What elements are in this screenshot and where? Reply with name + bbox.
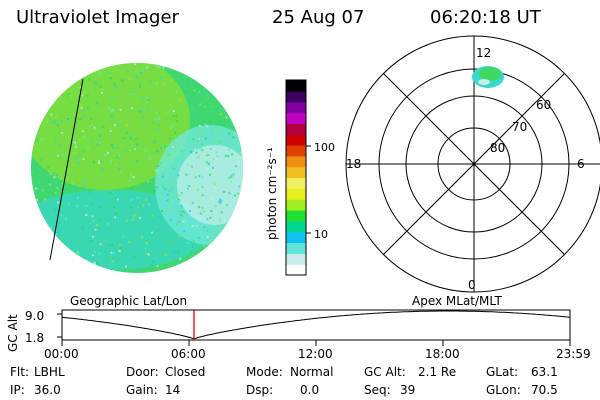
status-label: Mode:	[246, 365, 283, 379]
status-label: GLat:	[486, 365, 518, 379]
colorbar-segment	[286, 253, 306, 265]
colorbar-segment	[286, 145, 306, 157]
status-value: 70.5	[531, 383, 558, 397]
timeline-xtick: 23:59	[556, 347, 591, 361]
colorbar-segment	[286, 134, 306, 146]
status-panel: Flt: LBHL Door: Closed Mode: Normal GC A…	[10, 365, 558, 397]
altitude-curve	[62, 310, 570, 340]
colorbar-segment	[286, 199, 306, 211]
status-label: Seq:	[364, 383, 391, 397]
colorbar-segment	[286, 155, 306, 168]
colorbar-segment	[286, 188, 306, 200]
status-label: Door:	[126, 365, 159, 379]
timeline-ymax: 9.0	[25, 309, 44, 323]
colorbar-segment	[286, 101, 306, 114]
track-line	[49, 78, 84, 261]
colorbar-unit-label: photon cm⁻²s⁻¹	[265, 147, 279, 240]
status-label: GC Alt:	[364, 365, 406, 379]
status-value: Normal	[290, 365, 333, 379]
colorbar-segment	[286, 220, 306, 233]
status-value: LBHL	[34, 365, 65, 379]
mlt-label-6: 6	[577, 157, 585, 171]
mlt-label-0: 0	[468, 278, 476, 292]
auroral-blob	[472, 66, 504, 88]
colorbar-tick: 100	[314, 141, 335, 154]
timeline-xtick: 12:00	[298, 347, 333, 361]
status-value: 36.0	[34, 383, 61, 397]
status-value: 0.0	[300, 383, 319, 397]
timeline-ymin: 1.8	[25, 331, 44, 345]
timeline-xtick: 00:00	[44, 347, 79, 361]
status-label: Gain:	[126, 383, 158, 397]
mlt-label-12: 12	[476, 46, 491, 60]
colorbar-segment	[286, 80, 306, 92]
status-value: 2.1 Re	[418, 365, 456, 379]
colorbar-segment	[286, 264, 306, 276]
imager-disk	[31, 63, 243, 273]
instrument-title: Ultraviolet Imager	[16, 7, 179, 28]
timeline-xtick: 18:00	[425, 347, 460, 361]
colorbar-segment	[286, 210, 306, 222]
status-value: Closed	[165, 365, 205, 379]
colorbar-segment	[286, 90, 306, 103]
mlat-label-70: 70	[512, 120, 527, 134]
timeline-xtick: 06:00	[171, 347, 206, 361]
colorbar-segment	[286, 242, 306, 254]
colorbar-segment	[286, 112, 306, 124]
colorbar: 100 10 photon cm⁻²s⁻¹	[265, 79, 335, 276]
status-label: Flt:	[10, 365, 29, 379]
colorbar-segment	[286, 231, 306, 244]
mlat-label-80: 80	[490, 141, 505, 155]
polar-plot	[345, 35, 600, 293]
time-label: 06:20:18 UT	[430, 7, 541, 28]
timeline-ylabel: GC Alt	[6, 314, 20, 352]
status-value: 39	[400, 383, 415, 397]
colorbar-segment	[286, 123, 306, 135]
timeline-left-title: Geographic Lat/Lon	[70, 294, 187, 308]
colorbar-segment	[286, 177, 306, 189]
mlat-label-60: 60	[536, 98, 551, 112]
timeline-right-title: Apex MLat/MLT	[412, 294, 502, 308]
date-label: 25 Aug 07	[272, 7, 365, 28]
status-label: Dsp:	[246, 383, 273, 397]
status-value: 14	[165, 383, 180, 397]
colorbar-segment	[286, 166, 306, 179]
colorbar-tick: 10	[314, 228, 328, 241]
status-value: 63.1	[531, 365, 558, 379]
timeline-panel	[57, 309, 571, 346]
status-label: IP:	[10, 383, 25, 397]
mlt-label-18: 18	[346, 157, 361, 171]
status-label: GLon:	[486, 383, 521, 397]
